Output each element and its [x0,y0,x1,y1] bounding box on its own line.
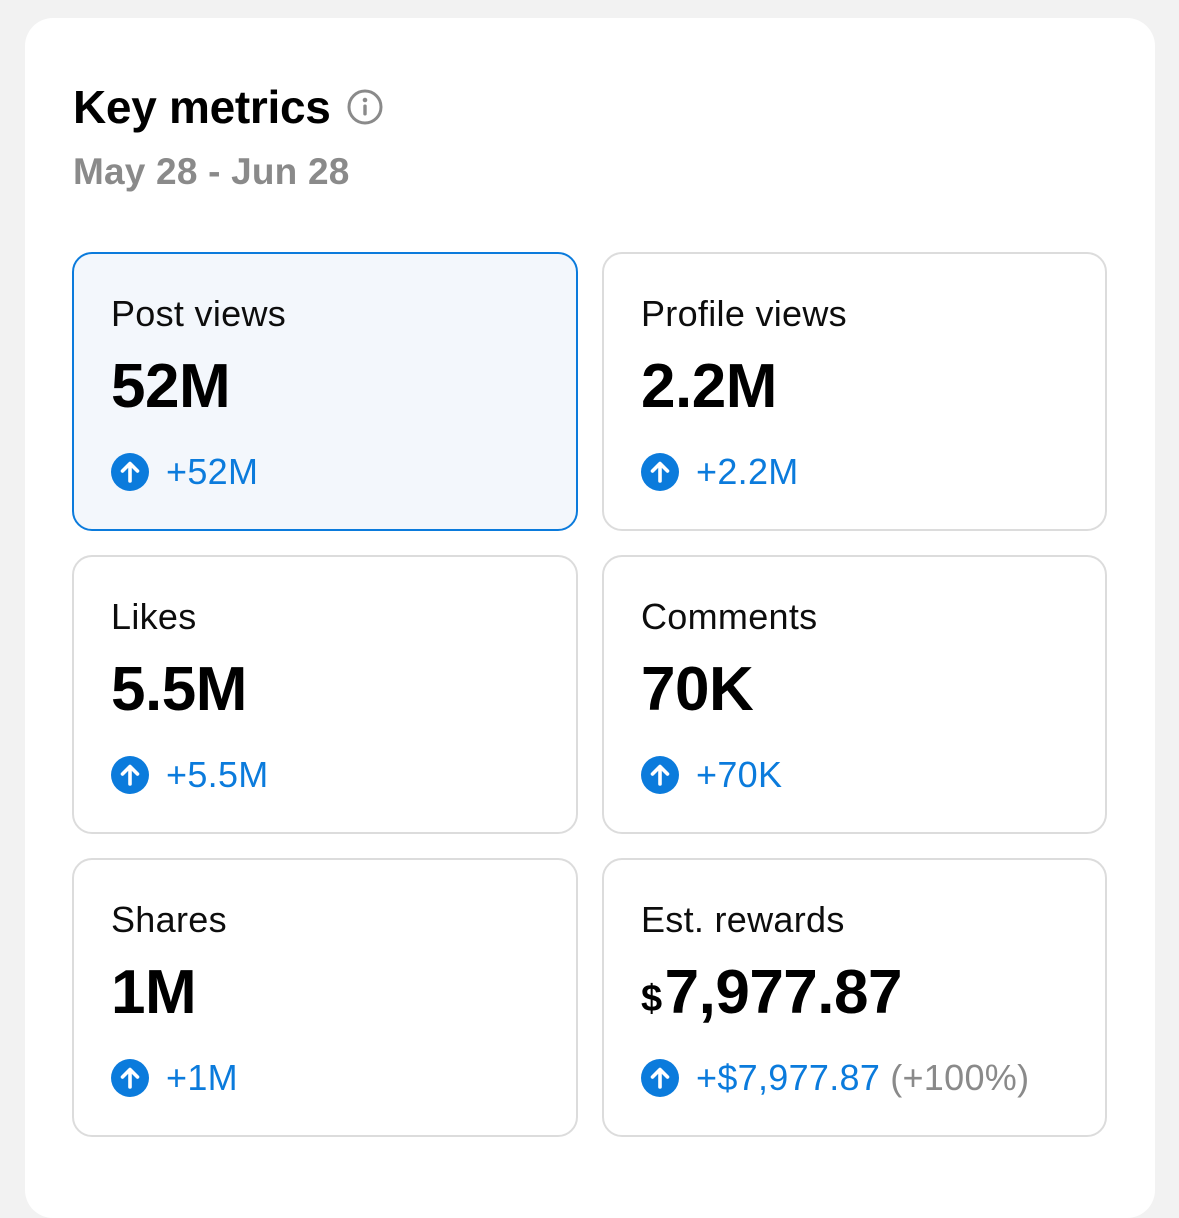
metric-delta: +1M [166,1057,238,1098]
metric-label: Comments [641,596,818,637]
metric-delta-row: +$7,977.87 (+100%) [641,1056,1105,1100]
metric-label: Shares [111,899,227,940]
metric-delta: +2.2M [696,451,799,492]
arrow-up-circle-icon [641,1059,679,1097]
metric-delta: +$7,977.87 [696,1057,881,1098]
metric-value: 1M [111,958,197,1027]
panel-title: Key metrics [73,81,331,133]
metric-delta-row: +1M [111,1056,576,1100]
metric-card-profile-views[interactable]: Profile views 2.2M +2.2M [602,252,1107,531]
metric-delta-percent: (+100%) [890,1057,1030,1098]
panel-header: Key metrics [73,80,383,134]
metric-label: Profile views [641,293,847,334]
metric-card-comments[interactable]: Comments 70K +70K [602,555,1107,834]
metric-delta-row: +70K [641,753,1105,797]
info-icon[interactable] [347,89,383,125]
currency-symbol: $ [641,978,662,1020]
metric-delta-row: +2.2M [641,450,1105,494]
arrow-up-circle-icon [111,453,149,491]
metric-delta: +52M [166,451,259,492]
metric-value: $7,977.87 [641,960,1105,1026]
metric-delta: +70K [696,754,783,795]
date-range: May 28 - Jun 28 [73,151,350,192]
metric-delta-row: +5.5M [111,753,576,797]
metric-value: 52M [111,352,231,421]
arrow-up-circle-icon [641,756,679,794]
key-metrics-panel: Key metrics May 28 - Jun 28 Post views 5… [25,18,1155,1218]
metric-label: Likes [111,596,197,637]
arrow-up-circle-icon [111,1059,149,1097]
metric-delta: +5.5M [166,754,269,795]
metric-card-post-views[interactable]: Post views 52M +52M [72,252,578,531]
metric-card-likes[interactable]: Likes 5.5M +5.5M [72,555,578,834]
metric-label: Post views [111,293,287,334]
metric-label: Est. rewards [641,899,845,940]
metric-delta-row: +52M [111,450,576,494]
metric-value: 5.5M [111,655,247,724]
metric-value: 2.2M [641,352,777,421]
arrow-up-circle-icon [111,756,149,794]
metric-value-amount: 7,977.87 [664,958,903,1027]
metrics-grid: Post views 52M +52M Profile views 2.2M +… [72,252,1107,1137]
metric-card-shares[interactable]: Shares 1M +1M [72,858,578,1137]
arrow-up-circle-icon [641,453,679,491]
metric-card-est-rewards[interactable]: Est. rewards $7,977.87 +$7,977.87 (+100%… [602,858,1107,1137]
metric-value: 70K [641,655,754,724]
